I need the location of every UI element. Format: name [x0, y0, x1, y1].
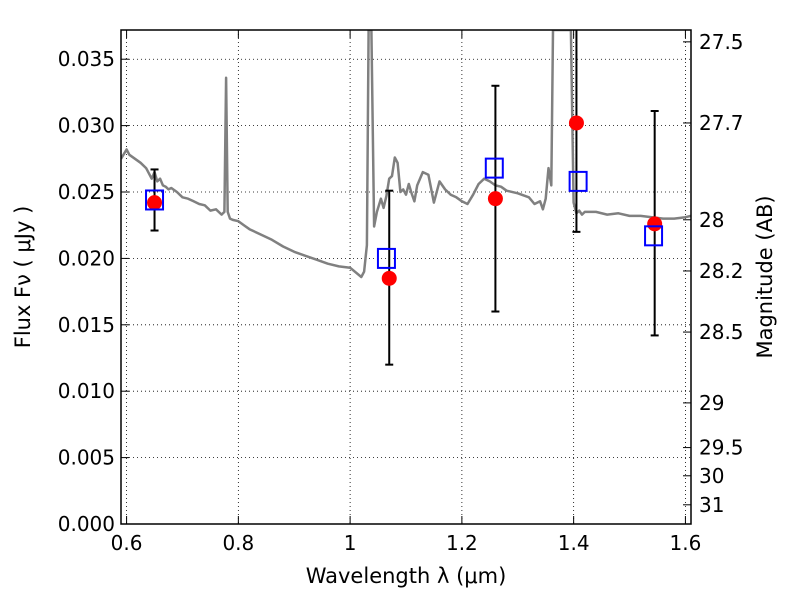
- grid: [121, 30, 691, 525]
- y2-axis-label: Magnitude (AB): [753, 195, 777, 358]
- mag-tick-label: 28.5: [699, 320, 744, 344]
- plot-area: [121, 30, 691, 366]
- plot-frame: [120, 29, 692, 525]
- observed-flux-point: [487, 191, 503, 207]
- mag-tick-label: 29: [699, 391, 724, 415]
- mag-tick-label: 27.5: [699, 30, 744, 54]
- axis-ticks: 0.6 0.8 1 1.2 1.4 1.6 0.000 0.005 0.010 0.015 0.02…: [58, 30, 744, 555]
- model-flux-square: [484, 157, 504, 179]
- mag-tick-label: 31: [699, 493, 724, 517]
- y-tick-label: 0.010: [58, 379, 115, 403]
- y-tick-label: 0.000: [58, 512, 115, 536]
- x-tick-label: 0.8: [222, 531, 254, 555]
- mag-tick-label: 27.7: [699, 111, 744, 135]
- observed-flux-point: [381, 270, 397, 286]
- model-flux-square: [644, 225, 664, 247]
- y-tick-label: 0.025: [58, 180, 115, 204]
- x-tick-label: 1: [344, 531, 357, 555]
- mag-tick-label: 28.2: [699, 259, 744, 283]
- x-axis-label: Wavelength λ (μm): [306, 564, 507, 588]
- mag-tick-label: 28: [699, 208, 724, 232]
- model-flux-square: [568, 170, 588, 192]
- model-flux-square: [376, 247, 396, 269]
- mag-tick-label: 30: [699, 464, 724, 488]
- y-axis-label: Flux Fν ( μJy ): [11, 206, 35, 349]
- y-tick-label: 0.020: [58, 246, 115, 270]
- x-tick-label: 0.6: [111, 531, 143, 555]
- spectrum-line: [121, 30, 691, 279]
- x-tick-label: 1.6: [670, 531, 702, 555]
- y-tick-label: 0.005: [58, 446, 115, 470]
- x-tick-label: 1.2: [446, 531, 478, 555]
- model-flux-square: [145, 189, 165, 211]
- y-tick-label: 0.035: [58, 47, 115, 71]
- observed-flux-point: [568, 115, 584, 131]
- x-tick-label: 1.4: [558, 531, 590, 555]
- observed-flux-point: [647, 216, 663, 232]
- observed-flux-point: [147, 195, 163, 211]
- y-tick-label: 0.030: [58, 114, 115, 138]
- y-tick-label: 0.015: [58, 313, 115, 337]
- mag-tick-label: 29.5: [699, 436, 744, 460]
